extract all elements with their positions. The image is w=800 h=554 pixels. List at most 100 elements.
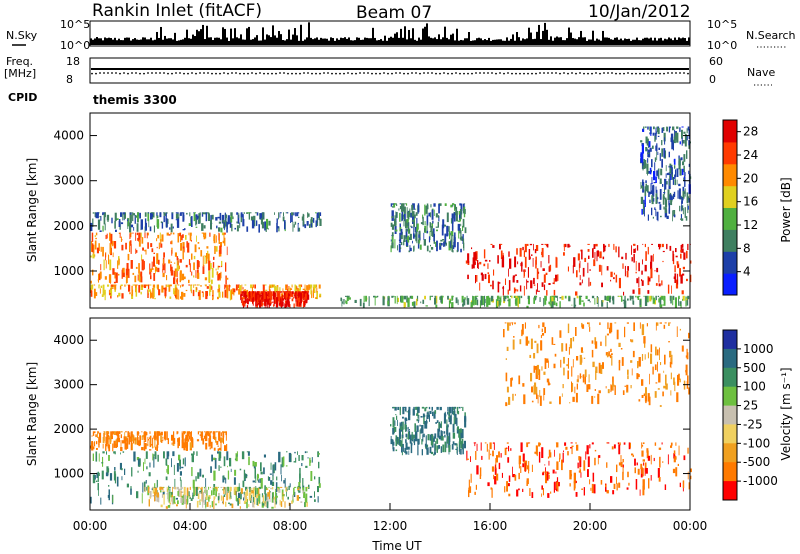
y-tick-label: 1000 xyxy=(53,467,84,481)
noise-bar xyxy=(512,34,514,45)
field-stripe xyxy=(637,361,639,369)
field-stripe xyxy=(153,456,155,468)
noise-bar xyxy=(466,38,468,45)
field-stripe xyxy=(265,291,267,302)
field-stripe xyxy=(535,256,537,265)
field-stripe xyxy=(212,290,214,300)
field-stripe xyxy=(687,447,689,454)
field-stripe xyxy=(401,446,403,453)
noise-bar xyxy=(294,28,296,45)
field-stripe xyxy=(686,150,688,159)
field-stripe xyxy=(175,295,177,298)
field-stripe xyxy=(651,207,653,216)
noise-bar xyxy=(270,37,272,45)
nave-dot xyxy=(247,72,249,75)
field-stripe xyxy=(156,434,159,440)
field-stripe xyxy=(175,287,178,293)
field-stripe xyxy=(663,295,666,301)
nave-dot xyxy=(675,72,677,74)
field-stripe xyxy=(665,383,668,390)
field-stripe xyxy=(155,487,158,497)
field-stripe xyxy=(92,212,95,214)
field-stripe xyxy=(231,224,233,232)
field-stripe xyxy=(246,289,249,298)
field-stripe xyxy=(276,486,278,489)
field-stripe xyxy=(449,241,451,248)
field-stripe xyxy=(97,431,99,434)
field-stripe xyxy=(210,287,212,292)
field-stripe xyxy=(683,455,686,461)
field-stripe xyxy=(107,220,109,222)
field-stripe xyxy=(589,326,591,332)
field-stripe xyxy=(436,420,439,423)
field-stripe xyxy=(406,295,408,303)
field-stripe xyxy=(168,485,170,487)
field-stripe xyxy=(345,295,347,297)
nave-dot xyxy=(679,72,681,74)
field-stripe xyxy=(183,431,185,434)
velocity-colorbar-tick-label: 1000 xyxy=(743,342,774,356)
field-stripe xyxy=(134,275,137,283)
field-stripe xyxy=(255,293,257,300)
field-stripe xyxy=(122,213,124,221)
field-stripe xyxy=(318,461,320,469)
field-stripe xyxy=(532,258,534,267)
noise-bar xyxy=(642,38,644,45)
field-stripe xyxy=(548,460,550,466)
noise-bar xyxy=(232,38,234,45)
field-stripe xyxy=(230,289,233,300)
field-stripe xyxy=(471,264,473,269)
field-stripe xyxy=(584,376,586,385)
field-stripe xyxy=(302,487,305,491)
field-stripe xyxy=(106,214,110,221)
field-stripe xyxy=(270,292,273,300)
noise-bar xyxy=(608,37,610,45)
field-stripe xyxy=(655,322,657,331)
field-stripe xyxy=(559,453,561,460)
field-stripe xyxy=(522,488,524,492)
field-stripe xyxy=(157,267,160,273)
field-stripe xyxy=(345,300,347,304)
noise-bar xyxy=(652,40,654,45)
field-stripe xyxy=(644,159,647,169)
field-stripe xyxy=(541,485,543,490)
field-stripe xyxy=(165,218,168,228)
field-stripe xyxy=(306,451,308,453)
field-stripe xyxy=(592,361,595,368)
field-stripe xyxy=(260,478,263,489)
field-stripe xyxy=(459,209,462,220)
field-stripe xyxy=(403,213,406,222)
field-stripe xyxy=(688,140,691,146)
field-stripe xyxy=(688,163,691,167)
field-stripe xyxy=(300,292,302,304)
nave-dot xyxy=(583,72,585,75)
field-stripe xyxy=(633,243,636,246)
field-stripe xyxy=(138,239,141,247)
field-stripe xyxy=(413,203,415,210)
field-stripe xyxy=(218,227,221,232)
field-stripe xyxy=(435,422,437,424)
field-stripe xyxy=(660,215,662,218)
field-stripe xyxy=(142,247,144,251)
field-stripe xyxy=(668,322,670,326)
field-stripe xyxy=(149,263,151,275)
field-stripe xyxy=(447,412,449,415)
field-stripe xyxy=(272,486,274,490)
field-stripe xyxy=(601,282,603,288)
field-stripe xyxy=(145,480,147,484)
field-stripe xyxy=(429,222,431,228)
field-stripe xyxy=(576,295,579,299)
field-stripe xyxy=(567,243,570,248)
field-stripe xyxy=(661,442,663,445)
noise-bar xyxy=(218,37,220,45)
field-stripe xyxy=(223,475,225,479)
field-stripe xyxy=(569,344,572,348)
field-stripe xyxy=(240,296,243,299)
field-stripe xyxy=(575,492,578,497)
field-stripe xyxy=(310,223,312,228)
field-stripe xyxy=(158,289,161,296)
field-stripe xyxy=(201,223,204,231)
field-stripe xyxy=(579,456,582,467)
field-stripe xyxy=(107,437,109,449)
field-stripe xyxy=(105,234,107,240)
